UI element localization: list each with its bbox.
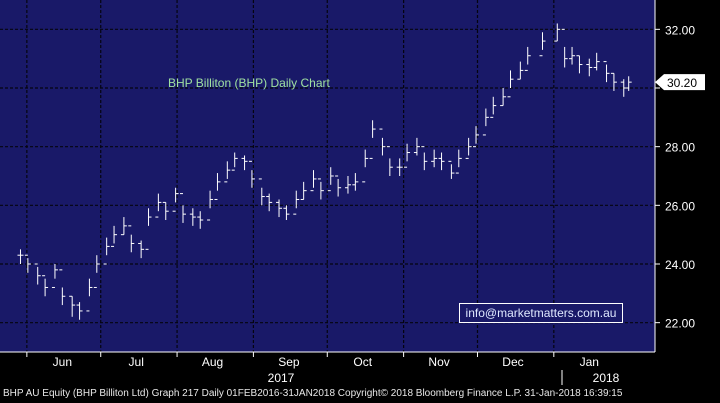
y-tick-label: 28.00 [665,141,695,155]
chart-title: BHP Billiton (BHP) Daily Chart [168,76,330,90]
month-label: Aug [202,355,223,369]
y-tick-label: 24.00 [665,258,695,272]
month-label: Oct [353,355,372,369]
month-label: Jun [53,355,72,369]
x-axis: Jun Jul Aug Sep Oct Nov Dec Jan 2017 2018 [0,351,655,385]
y-tick-label: 26.00 [665,199,695,213]
ohlc-bars [17,23,632,320]
last-price-marker: 30.20 [655,74,705,91]
month-label: Sep [278,355,300,369]
month-label: Jan [580,355,599,369]
month-label: Jul [129,355,144,369]
month-label: Dec [502,355,523,369]
bloomberg-footer: BHP AU Equity (BHP Billiton Ltd) Graph 2… [0,385,720,403]
grid-lines [0,0,655,352]
year-label: 2018 [593,371,620,385]
axis-panel-right [655,0,720,385]
axis-panel-bottom [0,352,655,385]
y-tick-label: 22.00 [665,317,695,331]
y-tick-label: 32.00 [665,23,695,37]
last-price-tag [655,74,705,91]
watermark-email: info@marketmatters.com.au [459,303,623,323]
month-label: Nov [428,355,449,369]
last-price-label: 30.20 [667,76,697,90]
year-label: 2017 [268,371,295,385]
y-axis: 22.00 24.00 26.00 28.00 32.00 [654,0,695,352]
